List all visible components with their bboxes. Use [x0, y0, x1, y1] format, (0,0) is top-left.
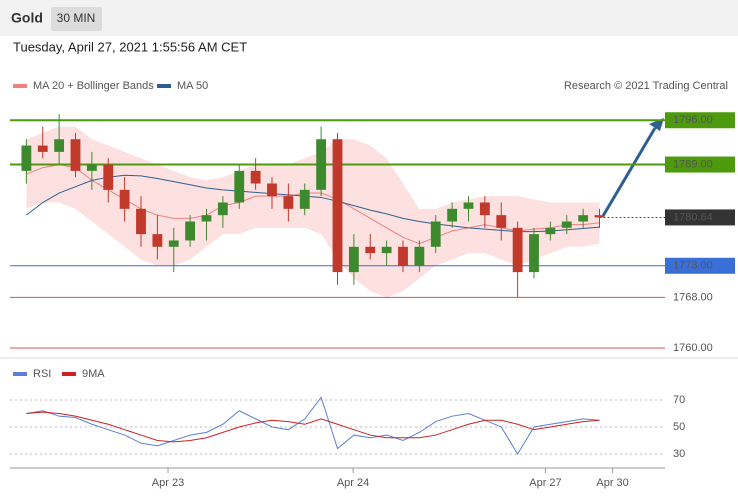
candle-body	[463, 202, 474, 209]
candle-body	[136, 208, 146, 235]
level-label: 1780.64	[673, 211, 713, 223]
level-label-box	[665, 209, 735, 226]
candle-body	[398, 246, 408, 266]
candle-body	[299, 189, 310, 209]
candle-body	[545, 227, 556, 235]
candle-body	[70, 139, 81, 171]
candle-body	[512, 227, 523, 273]
y-tick-label: 30	[673, 448, 685, 460]
legend-label: RSI	[33, 368, 51, 380]
series-line	[26, 411, 600, 443]
level-label: 1760.00	[673, 342, 713, 354]
level-label: 1773.00	[673, 260, 713, 272]
candle-body	[86, 164, 97, 171]
candle-body	[250, 170, 261, 184]
candle-body	[217, 202, 228, 216]
x-tick-label: Apr 27	[529, 477, 561, 489]
level-label-box	[665, 257, 735, 274]
arrow-head	[649, 118, 664, 131]
candle-body	[283, 196, 294, 209]
candle-body	[381, 246, 392, 254]
candle-body	[496, 215, 507, 228]
candle-body	[365, 246, 376, 254]
legend-swatch	[13, 372, 27, 376]
candle-body	[348, 246, 359, 273]
candle-body	[168, 240, 179, 247]
candle-body	[119, 189, 130, 209]
instrument: Gold	[11, 10, 43, 26]
x-tick-label: Apr 30	[596, 477, 628, 489]
candle-body	[103, 164, 114, 190]
y-tick-label: 50	[673, 421, 685, 433]
x-tick-label: Apr 24	[337, 477, 369, 489]
level-label: 1796.00	[673, 114, 713, 126]
legend-label: MA 20 + Bollinger Bands	[33, 80, 154, 92]
legend-swatch	[62, 372, 76, 376]
y-tick-label: 70	[673, 394, 685, 406]
candle-body	[37, 145, 48, 152]
header-bar	[0, 0, 738, 36]
ma50-line	[26, 174, 600, 233]
candle-body	[529, 234, 539, 273]
candle-body	[152, 234, 163, 247]
timeframe[interactable]: 30 MIN	[57, 11, 96, 25]
candle-body	[594, 215, 605, 218]
level-label-box	[665, 112, 735, 129]
legend-label: 9MA	[82, 368, 105, 380]
candle-body	[414, 246, 425, 266]
legend-label: MA 50	[177, 80, 208, 92]
level-label: 1768.00	[673, 291, 713, 303]
candle-body	[447, 208, 458, 222]
candle-body	[479, 202, 490, 216]
candle-body	[267, 183, 277, 197]
level-label: 1789.00	[673, 158, 713, 170]
candle-body	[561, 221, 572, 228]
candle-body	[332, 139, 343, 273]
candle-body	[430, 221, 441, 247]
level-label-box	[665, 156, 735, 173]
forecast-arrow	[601, 127, 657, 217]
timeframe-button[interactable]	[51, 7, 102, 31]
credit: Research © 2021 Trading Central	[564, 80, 728, 92]
bollinger-band	[26, 126, 600, 298]
candle-body	[234, 170, 245, 203]
x-tick-label: Apr 23	[152, 477, 184, 489]
legend-swatch	[13, 84, 27, 88]
candle-body	[21, 145, 32, 171]
candle-body	[201, 215, 212, 222]
series-line	[26, 396, 600, 455]
legend-swatch	[157, 84, 171, 88]
candle-body	[185, 221, 196, 241]
timestamp: Tuesday, April 27, 2021 1:55:56 AM CET	[13, 39, 247, 54]
candle-body	[54, 139, 65, 152]
candle-body	[578, 215, 589, 222]
candle-body	[316, 139, 327, 190]
